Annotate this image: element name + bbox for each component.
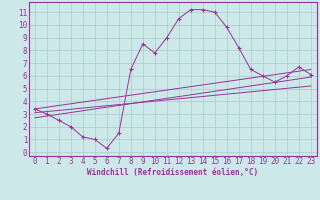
X-axis label: Windchill (Refroidissement éolien,°C): Windchill (Refroidissement éolien,°C) (87, 168, 258, 177)
